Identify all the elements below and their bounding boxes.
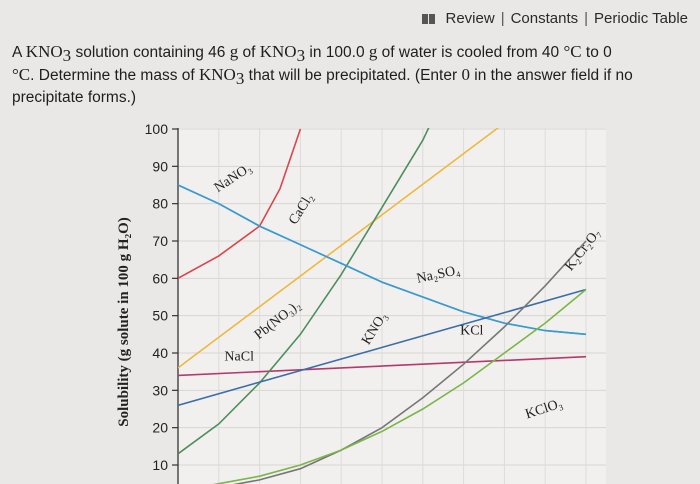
curve-label: NaCl <box>224 349 254 364</box>
series-line-kcro <box>232 240 587 484</box>
y-tick-label: 100 <box>145 121 169 137</box>
constants-link[interactable]: Constants <box>510 10 579 27</box>
separator: | <box>584 10 589 27</box>
review-link[interactable]: Review <box>445 10 495 27</box>
periodic-table-link[interactable]: Periodic Table <box>594 10 688 27</box>
series-line-naso <box>178 184 587 336</box>
plot-area <box>178 128 606 484</box>
series-line-kclo <box>212 288 587 484</box>
y-tick-label: 10 <box>152 457 168 473</box>
y-tick-label: 60 <box>152 270 168 286</box>
separator: | <box>500 10 505 27</box>
y-tick-label: 50 <box>152 308 168 324</box>
y-tick-label: 70 <box>152 233 168 249</box>
y-tick-label: 90 <box>152 158 168 174</box>
series-line-nacl <box>178 355 587 377</box>
header-links: Review | Constants | Periodic Table <box>421 10 688 27</box>
y-axis-label: Solubility (g solute in 100 g H₂O) <box>116 217 132 427</box>
y-tick-label: 40 <box>152 345 168 361</box>
series-line-kcl <box>178 288 587 407</box>
y-tick-label: 30 <box>152 382 168 398</box>
y-tick-label: 80 <box>152 196 168 212</box>
question-text: A KNO3 solution containing 46 g of KNO3 … <box>12 42 633 107</box>
curve-label: KCl <box>460 323 483 338</box>
y-tick-label: 20 <box>152 420 168 436</box>
review-icon <box>421 13 436 25</box>
series-line-kno <box>178 128 430 455</box>
series-line-pbno <box>178 128 500 369</box>
